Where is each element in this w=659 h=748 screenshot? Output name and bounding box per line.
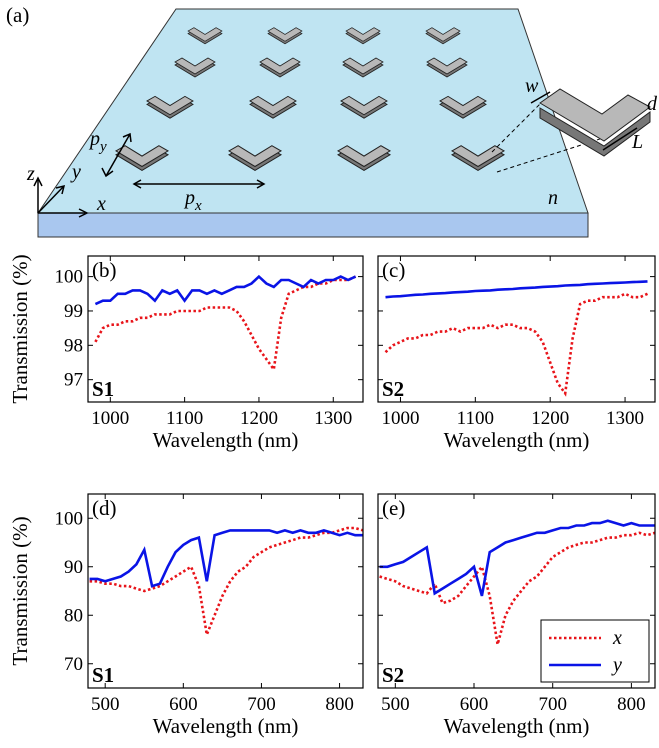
chart-panel: 500 600 700 800 70 80 90 100 (d) S1 Wavelength (nm… xyxy=(8,493,364,738)
antenna-zoom xyxy=(539,88,651,157)
plot-frame xyxy=(87,493,364,689)
y-tick-label: 99 xyxy=(64,301,83,322)
diagram: (a) z y x py px w d L n xyxy=(6,3,658,238)
data-line xyxy=(379,531,655,645)
chart-panel: 500 600 700 800 (e) S2 Wavelength (nm) xy xyxy=(377,493,656,738)
y-tick-label: 70 xyxy=(64,654,83,675)
x-tick-label: 500 xyxy=(91,694,120,715)
axis-letter: x xyxy=(96,193,106,215)
y-tick-label: 100 xyxy=(55,267,84,288)
x-tick-label: 800 xyxy=(617,694,646,715)
y-tick-label: 97 xyxy=(64,370,83,391)
x-tick-label: 1000 xyxy=(381,408,419,429)
sample-label: S1 xyxy=(92,663,114,687)
dim-label: L xyxy=(631,131,643,153)
x-axis-label: Wavelength (nm) xyxy=(153,428,299,452)
data-line xyxy=(384,292,649,397)
data-line xyxy=(385,280,648,299)
data-line xyxy=(89,529,363,588)
y-tick-label: 98 xyxy=(64,335,83,356)
index-label: n xyxy=(548,187,558,209)
data-line xyxy=(94,275,357,373)
x-tick-label: 600 xyxy=(169,694,198,715)
x-axis-label: Wavelength (nm) xyxy=(444,428,590,452)
panel-label: (a) xyxy=(6,3,29,27)
panel-label: (e) xyxy=(382,496,405,520)
data-line xyxy=(379,519,655,597)
x-tick-label: 1200 xyxy=(531,408,569,429)
y-axis-label: Transmission (%) xyxy=(8,516,32,665)
data-line xyxy=(94,274,357,306)
panel-label: (d) xyxy=(92,496,117,520)
axis-letter: z xyxy=(26,163,35,185)
dim-label: w xyxy=(525,75,539,97)
x-tick-label: 1000 xyxy=(91,408,129,429)
sample-label: S2 xyxy=(382,377,404,401)
zoom-line xyxy=(491,103,541,153)
data-line xyxy=(89,526,363,640)
arrows xyxy=(33,91,638,218)
x-tick-label: 1100 xyxy=(457,408,494,429)
x-tick-label: 1200 xyxy=(240,408,278,429)
legend-box xyxy=(540,619,650,683)
x-tick-label: 1100 xyxy=(166,408,203,429)
slab-side xyxy=(37,212,589,238)
legend-label: y xyxy=(611,654,622,676)
x-axis-label: Wavelength (nm) xyxy=(153,714,299,738)
axis-letter: y xyxy=(70,161,81,183)
x-tick-label: 1300 xyxy=(314,408,352,429)
x-tick-label: 500 xyxy=(381,694,410,715)
dim-label: d xyxy=(647,93,658,115)
y-tick-label: 90 xyxy=(64,557,83,578)
x-tick-label: 600 xyxy=(460,694,489,715)
chart-panel: 1000 1100 1200 1300 97 98 99 100 (b) S1 Wavelength… xyxy=(8,254,364,452)
chart-panel: 1000 1100 1200 1300 (c) S2 Wavelength (nm) xyxy=(377,255,656,452)
sample-label: S1 xyxy=(92,377,114,401)
plot-frame xyxy=(377,255,656,403)
y-tick-label: 100 xyxy=(55,508,84,529)
x-tick-label: 700 xyxy=(538,694,567,715)
period-label: px xyxy=(183,187,202,214)
x-tick-label: 800 xyxy=(325,694,354,715)
legend: xy xyxy=(540,619,650,683)
x-axis-label: Wavelength (nm) xyxy=(444,714,590,738)
slab-top xyxy=(37,8,589,214)
x-tick-label: 700 xyxy=(247,694,276,715)
x-tick-label: 1300 xyxy=(606,408,644,429)
plot-frame xyxy=(377,493,656,689)
legend-label: x xyxy=(612,627,622,649)
panel-label: (c) xyxy=(382,258,405,282)
plot-frame xyxy=(87,255,364,403)
sample-label: S2 xyxy=(382,663,404,687)
y-axis-label: Transmission (%) xyxy=(8,254,32,403)
period-label: py xyxy=(88,128,107,155)
panel-label: (b) xyxy=(92,258,117,282)
y-tick-label: 80 xyxy=(64,605,83,626)
